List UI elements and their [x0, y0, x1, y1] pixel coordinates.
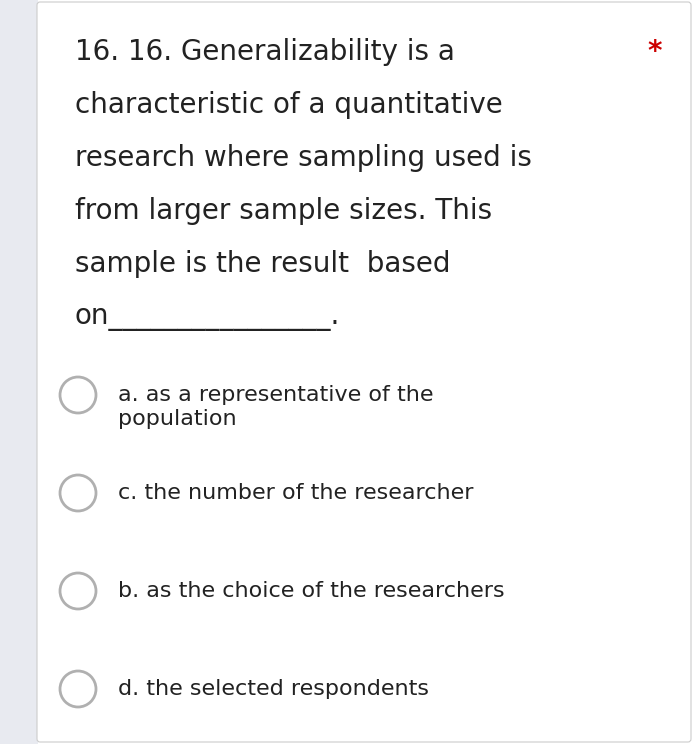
Bar [0, 0, 38, 744]
FancyBboxPatch shape [37, 2, 691, 742]
Text: a. as a representative of the: a. as a representative of the [118, 385, 434, 405]
Text: d. the selected respondents: d. the selected respondents [118, 679, 429, 699]
Text: from larger sample sizes. This: from larger sample sizes. This [75, 197, 492, 225]
Text: b. as the choice of the researchers: b. as the choice of the researchers [118, 581, 505, 601]
Text: population: population [118, 409, 236, 429]
Text: characteristic of a quantitative: characteristic of a quantitative [75, 91, 502, 119]
Text: *: * [647, 38, 662, 66]
Text: 16. 16. Generalizability is a: 16. 16. Generalizability is a [75, 38, 455, 66]
Text: on________________.: on________________. [75, 303, 340, 331]
Text: sample is the result  based: sample is the result based [75, 250, 450, 278]
Text: c. the number of the researcher: c. the number of the researcher [118, 483, 473, 503]
Text: research where sampling used is: research where sampling used is [75, 144, 532, 172]
